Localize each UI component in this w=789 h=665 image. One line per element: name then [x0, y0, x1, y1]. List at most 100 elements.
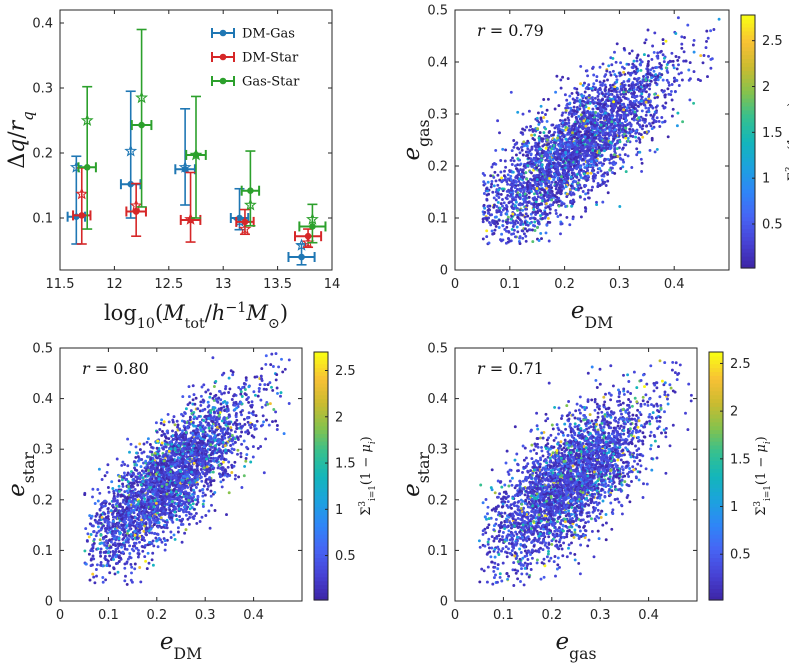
scatter-point [630, 71, 634, 75]
scatter-point [94, 534, 98, 538]
scatter-point [628, 51, 632, 55]
scatter-point [588, 146, 592, 150]
x-tick-label: 14 [324, 277, 341, 292]
series-dm-star [72, 167, 323, 249]
scatter-point [675, 124, 679, 128]
scatter-point [643, 41, 647, 45]
scatter-point [628, 72, 632, 76]
scatter-point [691, 43, 695, 47]
scatter-point [482, 203, 486, 207]
scatter-points [481, 16, 721, 246]
scatter-point [619, 167, 623, 170]
scatter-point [680, 78, 684, 82]
scatter-point [516, 173, 520, 177]
scatter-point [647, 60, 650, 63]
scatter-point [547, 180, 551, 184]
scatter-point [252, 435, 256, 439]
scatter-point [591, 144, 595, 148]
scatter-point [526, 185, 530, 189]
scatter-point [125, 489, 129, 493]
scatter-point [490, 213, 494, 217]
scatter-point [495, 194, 499, 197]
scatter-point [631, 101, 635, 105]
scatter-point [717, 17, 721, 21]
scatter-point [587, 135, 591, 139]
scatter-point [280, 357, 283, 361]
scatter-point [654, 81, 658, 85]
x-axis-label: log10(Mtot/h−1M⊙) [104, 300, 288, 332]
colorbar-segment [741, 125, 755, 131]
scatter-point [519, 182, 522, 185]
scatter-point [518, 177, 522, 181]
scatter-point [579, 215, 583, 219]
x-tick-label: 0.3 [609, 277, 630, 292]
scatter-point [530, 178, 534, 182]
scatter-point [639, 102, 643, 106]
scatter-point [509, 174, 513, 178]
scatter-point [535, 187, 539, 190]
scatter-point [613, 149, 617, 153]
scatter-point [596, 102, 600, 106]
scatter-point [603, 74, 607, 78]
scatter-point [535, 116, 539, 120]
scatter-point [598, 65, 602, 69]
scatter-point [585, 144, 589, 148]
scatter-point [598, 80, 602, 84]
scatter-point [108, 502, 112, 506]
scatter-point [670, 51, 674, 55]
scatter-point [635, 147, 639, 151]
scatter-point [599, 107, 603, 111]
scatter-point [650, 127, 654, 131]
scatter-point [603, 89, 607, 93]
scatter-point [580, 125, 584, 129]
scatter-point [584, 209, 588, 213]
scatter-point [536, 157, 540, 161]
scatter-point [99, 547, 103, 551]
scatter-point [643, 87, 647, 91]
label-part: tot [185, 316, 205, 332]
scatter-point [535, 198, 539, 201]
scatter-point [607, 120, 610, 124]
scatter-point [509, 221, 513, 225]
scatter-point [648, 103, 652, 107]
scatter-point [618, 90, 622, 94]
scatter-point [523, 215, 527, 219]
scatter-point [586, 74, 590, 78]
scatter-point [546, 184, 550, 188]
scatter-point [635, 59, 639, 63]
scatter-point [598, 135, 602, 139]
scatter-point [608, 161, 612, 165]
scatter-point [545, 119, 549, 123]
scatter-point [548, 191, 552, 194]
scatter-point [564, 178, 568, 182]
scatter-point [608, 168, 612, 172]
scatter-point [537, 160, 541, 164]
scatter-point [592, 136, 596, 140]
scatter-point [587, 127, 591, 131]
colorbar-segment [741, 161, 755, 166]
scatter-point [603, 149, 606, 153]
scatter-point [505, 207, 509, 211]
label-part: r [5, 119, 30, 131]
scatter-point [509, 183, 512, 187]
scatter-point [674, 55, 678, 58]
scatter-point [544, 158, 548, 162]
scatter-point [501, 208, 505, 212]
scatter-point [564, 128, 568, 132]
scatter-point [84, 527, 88, 531]
scatter-point [586, 101, 590, 105]
scatter-point [541, 211, 544, 215]
scatter-point [662, 60, 666, 64]
scatter-point [506, 215, 510, 219]
scatter-point [573, 174, 577, 178]
scatter-point [606, 191, 610, 195]
scatter-point [650, 57, 654, 61]
scatter-point [100, 478, 104, 481]
scatter-point [525, 125, 529, 129]
scatter-point [706, 36, 710, 40]
scatter-point [614, 102, 618, 106]
scatter-point [547, 135, 551, 139]
scatter-point [531, 228, 535, 232]
scatter-point [516, 230, 520, 234]
